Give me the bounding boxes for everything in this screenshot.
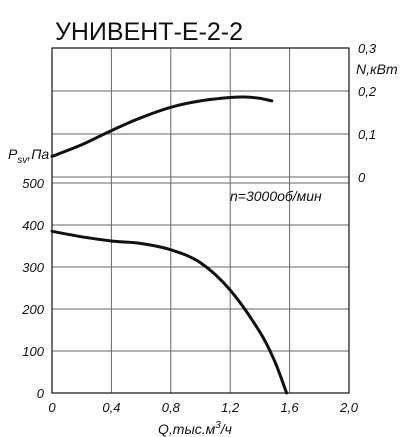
power-curve: [50, 95, 274, 158]
left-tick-label-0: 0: [37, 386, 45, 401]
left-axis-label-sub: sv: [17, 155, 28, 166]
speed-annotation: n=3000об/мин: [230, 188, 322, 204]
left-axis-label: Psv,Па: [8, 146, 49, 166]
x-tick-label-3: 1,2: [221, 400, 240, 415]
left-tick-labels: 0 100 200 300 400 500: [21, 176, 44, 401]
left-axis-label-main: P: [8, 146, 18, 162]
x-axis-label-main: Q,тыс.м: [158, 421, 216, 437]
x-tick-label-0: 0: [48, 400, 56, 415]
left-tick-label-1: 100: [22, 344, 44, 359]
left-tick-label-5: 500: [22, 176, 44, 191]
chart-title: УНИВЕНТ-Е-2-2: [55, 18, 243, 46]
curves: [50, 95, 289, 395]
right-axis-label: N,кВт: [356, 61, 398, 77]
right-tick-label-1: 0,1: [358, 127, 376, 142]
x-axis-label-sup: 3: [215, 420, 221, 431]
x-tick-label-2: 0,8: [162, 400, 181, 415]
x-axis-label-tail: /ч: [220, 421, 232, 437]
x-tick-labels: 0 0,4 0,8 1,2 1,6 2,0: [48, 400, 358, 415]
left-tick-label-3: 300: [22, 260, 44, 275]
left-tick-label-2: 200: [21, 302, 44, 317]
left-axis-label-tail: ,Па: [27, 146, 49, 162]
right-tick-label-2: 0,2: [358, 84, 377, 99]
right-tick-labels: 0 0,1 0,2 0,3: [358, 41, 377, 185]
right-tick-label-3: 0,3: [358, 41, 377, 56]
plot-frame: [51, 47, 350, 394]
pressure-curve: [50, 229, 289, 395]
x-tick-label-4: 1,6: [281, 400, 300, 415]
x-axis-label: Q,тыс.м3/ч: [158, 420, 232, 437]
right-tick-label-0: 0: [358, 170, 366, 185]
left-tick-label-4: 400: [22, 218, 44, 233]
x-tick-label-1: 0,4: [102, 400, 120, 415]
x-tick-label-5: 2,0: [339, 400, 359, 415]
